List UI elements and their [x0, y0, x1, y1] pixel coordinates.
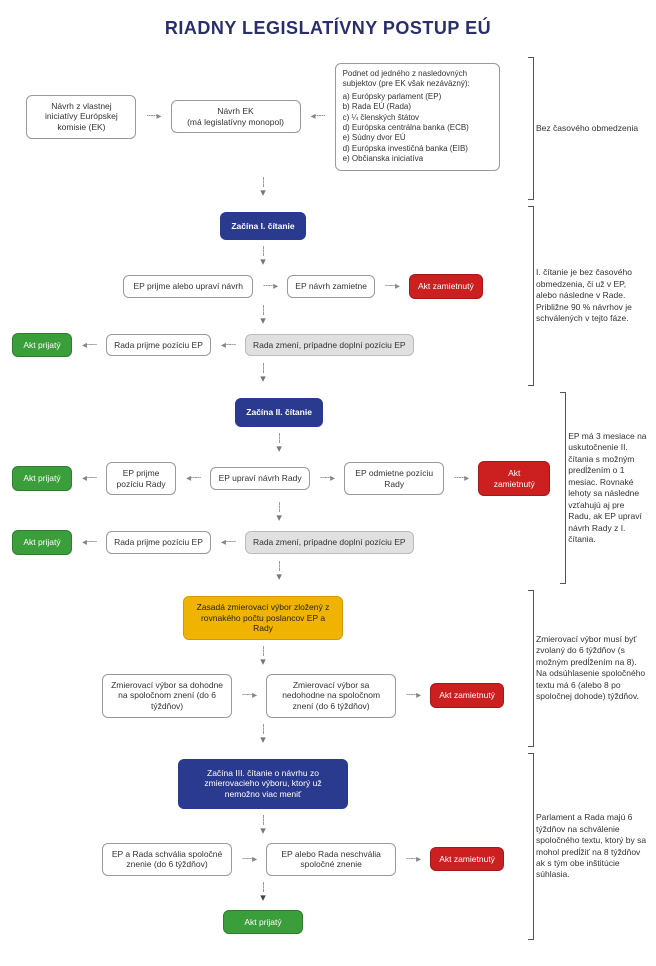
arrow-down-icon [8, 374, 518, 385]
box-ek-proposal: Návrh EK (má legislatívny monopol) [171, 100, 301, 133]
box-rada-accept-ep: Rada prijme pozíciu EP [106, 334, 211, 357]
heading-third-reading: Začína III. čítanie o návrhu zo zmierova… [178, 759, 348, 809]
arrow-right-icon: ┄┄▸ [404, 690, 422, 701]
box-rada-change-ep: Rada zmení, prípadne doplní pozíciu EP [245, 334, 414, 357]
arrow-down-icon [8, 826, 518, 837]
note-text: Bez časového obmedzenia [536, 123, 638, 134]
box-impulse-sources: Podnet od jedného z nasledovných subjekt… [335, 63, 500, 171]
arrow-down-icon [8, 316, 518, 327]
impulse-item: b) Rada EÚ (Rada) [343, 102, 492, 112]
badge-act-rejected: Akt zamietnutý [478, 461, 550, 496]
arrow-down-icon [8, 657, 518, 668]
arrow-down-icon [8, 513, 550, 524]
arrow-down-icon [8, 893, 518, 904]
arrow-right-icon: ┄┄▸ [144, 111, 162, 122]
impulse-heading: Podnet od jedného z nasledovných subjekt… [343, 69, 492, 90]
box-ep-amend-rada: EP upraví návrh Rady [210, 467, 310, 490]
arrow-right-icon: ┄┄▸ [404, 854, 422, 865]
arrow-right-icon: ┄┄▸ [240, 854, 258, 865]
arrow-down-icon [8, 257, 518, 268]
box-ek-own-initiative: Návrh z vlastnej iniciatívy Európskej ko… [26, 95, 136, 139]
impulse-item: a) Európsky parlament (EP) [343, 92, 492, 102]
arrow-down-icon [8, 572, 550, 583]
box-conciliation-agree: Zmierovací výbor sa dohodne na spoločnom… [102, 674, 232, 718]
stage-initiation: Návrh z vlastnej iniciatívy Európskej ko… [8, 57, 648, 200]
heading-first-reading: Začína I. čítanie [220, 212, 305, 241]
impulse-item: e) Súdny dvor EÚ [343, 133, 492, 143]
badge-act-adopted: Akt prijatý [12, 333, 72, 358]
arrow-right-icon: ┄┄▸ [383, 281, 401, 292]
note-text: EP má 3 mesiace na uskutočnenie II. číta… [568, 431, 648, 546]
impulse-item: e) Občianska iniciatíva [343, 154, 492, 164]
box-ep-rada-approve: EP a Rada schvália spoločné znenie (do 6… [102, 843, 232, 876]
stage-conciliation: Zasadá zmierovací výbor zložený z rovnak… [8, 590, 648, 747]
box-ep-reject-rada: EP odmietne pozíciu Rady [344, 462, 444, 495]
arrow-left-icon: ◂┄┄ [80, 473, 98, 484]
box-ep-rada-reject: EP alebo Rada neschvália spoločné znenie [266, 843, 396, 876]
arrow-right-icon: ┄┄▸ [318, 473, 336, 484]
stage-third-reading: Začína III. čítanie o návrhu zo zmierova… [8, 753, 648, 941]
badge-act-rejected: Akt zamietnutý [430, 847, 504, 872]
stage-note: Zmierovací výbor musí byť zvolaný do 6 t… [528, 590, 648, 747]
stage-note: I. čítanie je bez časového obmedzenia, č… [528, 206, 648, 387]
badge-act-adopted: Akt prijatý [12, 466, 72, 491]
box-rada-accept-ep2: Rada prijme pozíciu EP [106, 531, 211, 554]
arrow-left-icon: ◂┄┄ [219, 340, 237, 351]
arrow-left-icon: ◂┄┄ [80, 340, 98, 351]
arrow-down-icon [8, 188, 518, 199]
arrow-left-icon: ◂┄┄ [219, 537, 237, 548]
page-title: RIADNY LEGISLATÍVNY POSTUP EÚ [8, 18, 648, 39]
box-ep-accept-amend: EP prijme alebo upraví návrh [123, 275, 253, 298]
stage-note: EP má 3 mesiace na uskutočnenie II. číta… [560, 392, 648, 584]
impulse-item: d) Európska investičná banka (EIB) [343, 144, 492, 154]
badge-act-rejected: Akt zamietnutý [430, 683, 504, 708]
box-ep-accept-rada: EP prijme pozíciu Rady [106, 462, 176, 495]
arrow-left-icon: ◂┄┄ [309, 111, 327, 122]
badge-act-adopted: Akt prijatý [223, 910, 303, 935]
box-conciliation-committee: Zasadá zmierovací výbor zložený z rovnak… [183, 596, 343, 640]
stage-note: Parlament a Rada majú 6 týždňov na schvá… [528, 753, 648, 941]
arrow-left-icon: ◂┄┄ [184, 473, 202, 484]
heading-second-reading: Začína II. čítanie [235, 398, 323, 427]
box-rada-change-ep2: Rada zmení, prípadne doplní pozíciu EP [245, 531, 414, 554]
box-ep-reject: EP návrh zamietne [287, 275, 375, 298]
arrow-right-icon: ┄┄▸ [261, 281, 279, 292]
stage-note: Bez časového obmedzenia [528, 57, 638, 200]
arrow-right-icon: ┄┄▸ [240, 690, 258, 701]
badge-act-adopted: Akt prijatý [12, 530, 72, 555]
impulse-item: d) Európska centrálna banka (ECB) [343, 123, 492, 133]
arrow-left-icon: ◂┄┄ [80, 537, 98, 548]
note-text: I. čítanie je bez časového obmedzenia, č… [536, 267, 648, 324]
note-text: Zmierovací výbor musí byť zvolaný do 6 t… [536, 634, 648, 703]
stage-first-reading: Začína I. čítanie EP prijme alebo upraví… [8, 206, 648, 387]
badge-act-rejected: Akt zamietnutý [409, 274, 483, 299]
stage-second-reading: Začína II. čítanie Akt prijatý ◂┄┄ EP pr… [8, 392, 648, 584]
box-conciliation-disagree: Zmierovací výbor sa nedohodne na spoločn… [266, 674, 396, 718]
arrow-right-icon: ┄┄▸ [452, 473, 470, 484]
note-text: Parlament a Rada majú 6 týždňov na schvá… [536, 812, 648, 881]
arrow-down-icon [8, 444, 550, 455]
impulse-item: c) ¼ členských štátov [343, 113, 492, 123]
arrow-down-icon [8, 735, 518, 746]
